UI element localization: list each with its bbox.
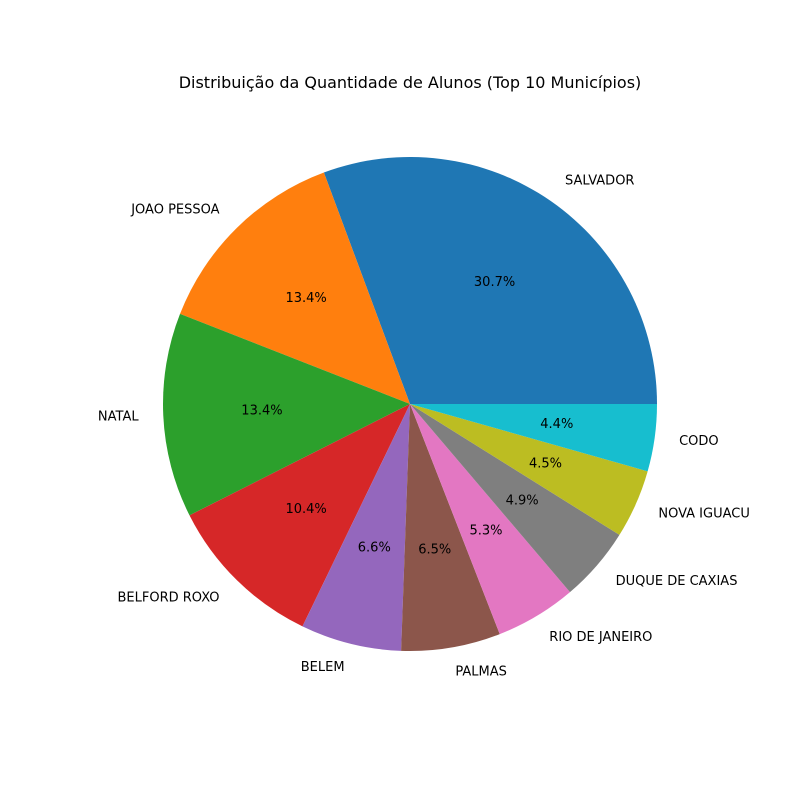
pie-slice-salvador xyxy=(323,157,657,404)
pie-slice-natal xyxy=(162,313,410,516)
pie-slice-belem xyxy=(302,404,410,651)
slice-label-joao-pessoa: JOAO PESSOA xyxy=(130,203,219,218)
slice-percent-rio-de-janeiro: 5.3% xyxy=(469,524,502,539)
pie-percent-labels: 30.7% 13.4% 13.4% 10.4% 6.6% 6.5% 5.3% 4.9% 4.5%… xyxy=(241,275,573,558)
slice-label-rio-de-janeiro: RIO DE JANEIRO xyxy=(549,630,652,645)
slice-percent-codo: 4.4% xyxy=(540,417,573,432)
slice-label-nova-iguacu: NOVA IGUACU xyxy=(658,507,750,522)
slice-percent-joao-pessoa: 13.4% xyxy=(285,291,326,306)
pie-slice-belford-roxo xyxy=(189,404,410,627)
slice-percent-natal: 13.4% xyxy=(241,403,282,418)
slice-percent-duque-de-caxias: 4.9% xyxy=(506,493,539,508)
slice-label-codo: CODO xyxy=(679,434,719,449)
slice-label-salvador: SALVADOR xyxy=(565,173,634,188)
slice-label-duque-de-caxias: DUQUE DE CAXIAS xyxy=(616,574,738,589)
slice-label-natal: NATAL xyxy=(98,409,139,424)
slice-percent-salvador: 30.7% xyxy=(474,275,515,290)
slice-label-belford-roxo: BELFORD ROXO xyxy=(118,590,220,605)
pie-slices xyxy=(162,157,657,651)
pie-slice-duque-de-caxias xyxy=(410,404,620,593)
pie-slice-codo xyxy=(410,404,657,472)
slice-label-belem: BELEM xyxy=(301,660,345,675)
pie-slice-rio-de-janeiro xyxy=(410,404,570,635)
slice-percent-palmas: 6.5% xyxy=(418,543,451,558)
pie-slice-nova-iguacu xyxy=(410,404,648,535)
pie-slice-palmas xyxy=(401,404,500,651)
slice-percent-belford-roxo: 10.4% xyxy=(285,502,326,517)
chart-title: Distribuição da Quantidade de Alunos (To… xyxy=(179,73,642,92)
slice-label-palmas: PALMAS xyxy=(455,664,507,679)
slice-percent-nova-iguacu: 4.5% xyxy=(529,457,562,472)
pie-labels: SALVADOR JOAO PESSOA NATAL BELFORD ROXO BELE… xyxy=(98,173,750,679)
slice-percent-belem: 6.6% xyxy=(358,540,391,555)
pie-slice-joao-pessoa xyxy=(180,172,410,404)
